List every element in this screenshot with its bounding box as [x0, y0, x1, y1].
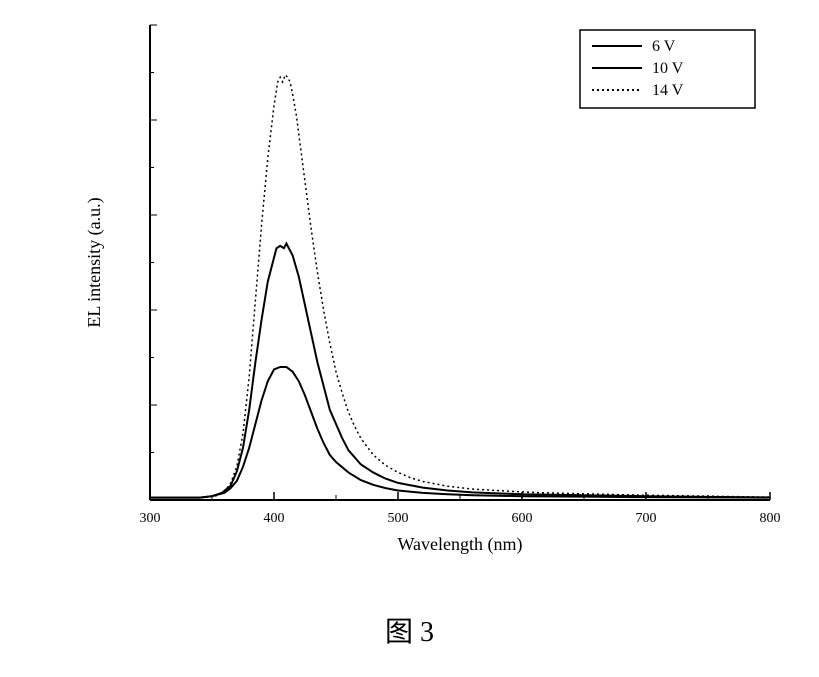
chart-svg: 300 400 500 600 700 800 Wavelength (nm) EL inte…: [40, 10, 790, 570]
svg-text:14 V: 14 V: [652, 82, 684, 99]
figure-caption: 图 3: [0, 610, 819, 650]
svg-text:10 V: 10 V: [652, 60, 684, 77]
svg-text:300: 300: [140, 511, 161, 526]
svg-text:500: 500: [388, 511, 409, 526]
svg-text:EL intensity (a.u.): EL intensity (a.u.): [84, 197, 105, 327]
svg-text:600: 600: [512, 511, 533, 526]
svg-text:400: 400: [264, 511, 285, 526]
svg-text:700: 700: [636, 511, 657, 526]
el-spectrum-chart: 300 400 500 600 700 800 Wavelength (nm) EL inte…: [40, 10, 790, 570]
svg-text:Wavelength (nm): Wavelength (nm): [397, 534, 522, 555]
svg-text:800: 800: [760, 511, 781, 526]
svg-text:6 V: 6 V: [652, 38, 676, 55]
